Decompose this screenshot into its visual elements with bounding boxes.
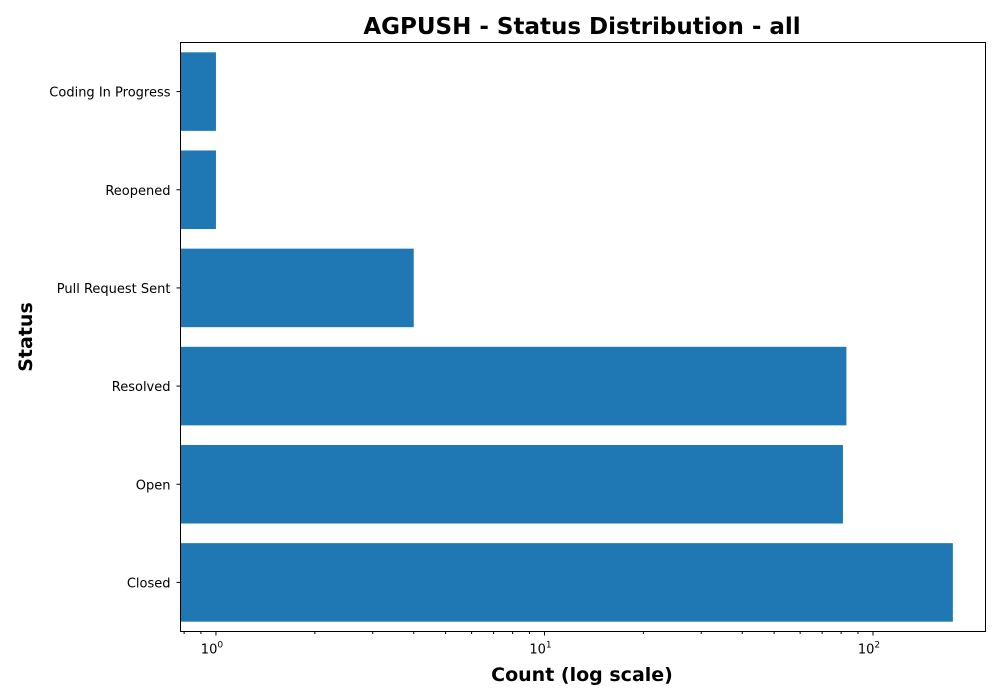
- x-axis-label: Count (log scale): [491, 664, 673, 686]
- y-axis-label: Status: [15, 302, 37, 372]
- y-tick-label: Reopened: [105, 184, 170, 199]
- bar-reopened: [180, 150, 216, 230]
- y-tick-label: Closed: [127, 576, 171, 591]
- chart-title: AGPUSH - Status Distribution - all: [363, 14, 800, 40]
- x-tick-label: 101: [529, 641, 551, 658]
- bar-resolved: [180, 346, 847, 426]
- y-axis-ticks: Closed Open Resolved Pull Request Sent Reope…: [49, 86, 181, 591]
- bar-closed: [180, 543, 953, 622]
- x-axis-ticks: 100 101 102: [183, 631, 880, 658]
- bar-pull-request-sent: [180, 248, 414, 328]
- y-tick-label: Resolved: [112, 380, 171, 395]
- plot-area-frame: [180, 42, 986, 632]
- bars-group: [180, 52, 953, 622]
- y-tick-label: Pull Request Sent: [57, 282, 171, 297]
- bar-open: [180, 444, 843, 524]
- bar-coding-in-progress: [180, 52, 216, 131]
- y-tick-label: Open: [136, 478, 171, 493]
- x-tick-label: 100: [201, 641, 224, 658]
- x-tick-label: 102: [858, 641, 880, 658]
- y-tick-label: Coding In Progress: [49, 86, 170, 101]
